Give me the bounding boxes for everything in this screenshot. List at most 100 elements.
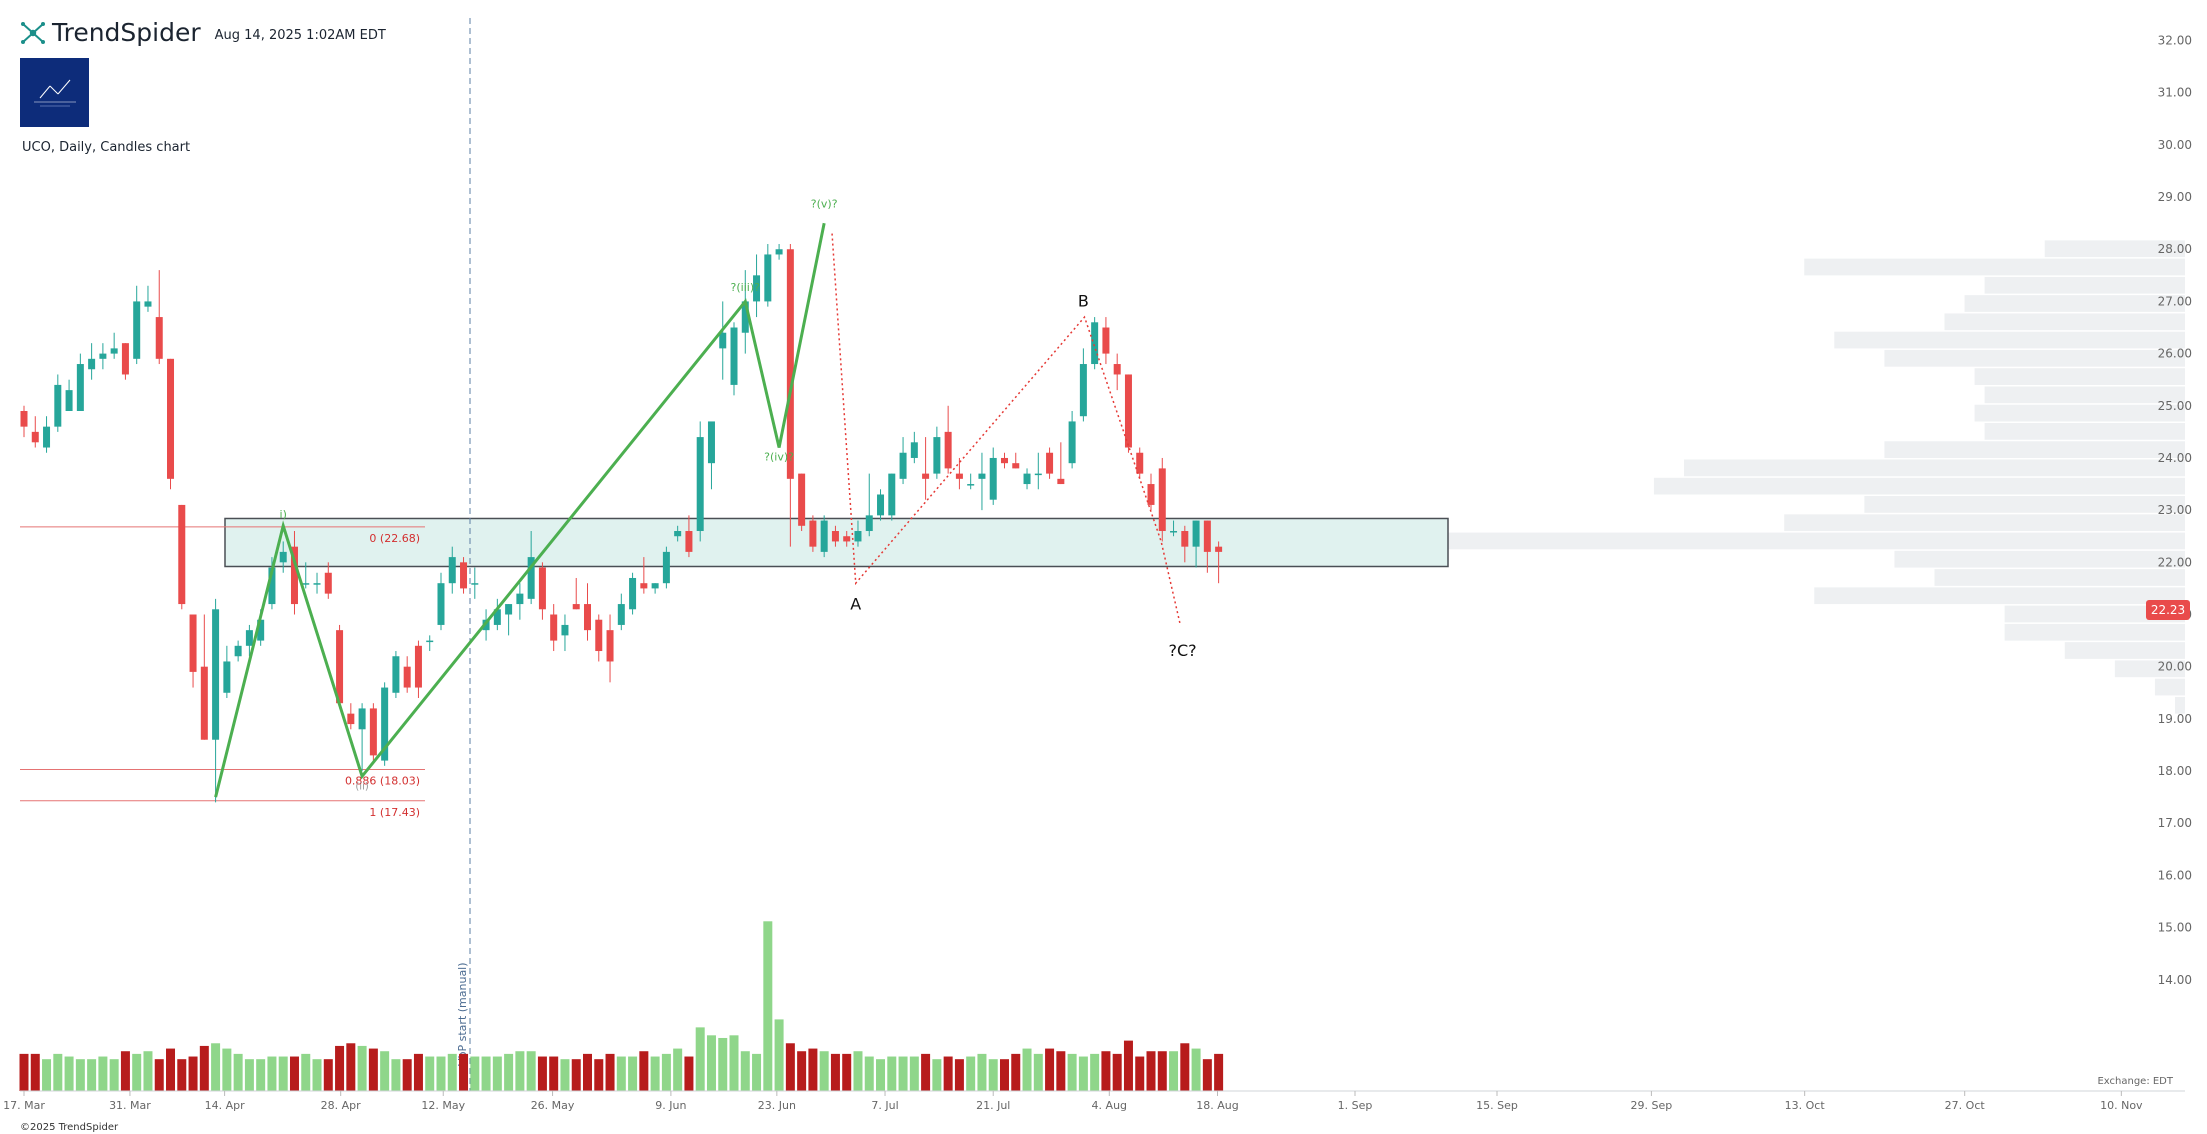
candle-body	[1203, 520, 1211, 552]
candle-body	[561, 624, 569, 636]
y-tick-label: 18.00	[2158, 764, 2192, 778]
volume-bar	[447, 1053, 457, 1091]
volume-profile-bar	[1814, 587, 2185, 605]
volume-profile-bar	[2174, 696, 2185, 714]
candle-body	[200, 666, 208, 740]
y-tick-label: 26.00	[2158, 347, 2192, 361]
volume-bar	[391, 1059, 401, 1091]
candle-body	[696, 437, 704, 532]
x-tick-label: 21. Jul	[976, 1099, 1010, 1112]
candle-body	[460, 562, 468, 589]
volume-bar	[673, 1048, 683, 1091]
volume-profile-bar	[1984, 276, 2185, 294]
candle-body	[189, 614, 197, 672]
candle-body	[606, 630, 614, 662]
y-tick-label: 17.00	[2158, 816, 2192, 830]
volume-bar	[368, 1048, 378, 1091]
x-tick-label: 18. Aug	[1196, 1099, 1238, 1112]
volume-bar	[53, 1053, 63, 1091]
candle-body	[674, 531, 682, 537]
volume-bar	[571, 1059, 581, 1091]
volume-bar	[481, 1056, 491, 1091]
x-tick-label: 27. Oct	[1945, 1099, 1986, 1112]
fib-level-label: 1 (17.43)	[369, 806, 420, 819]
candle-body	[493, 609, 501, 625]
candle-body	[302, 583, 310, 585]
candle-body	[764, 254, 772, 302]
candle-body	[99, 353, 107, 359]
x-tick-label: 23. Jun	[758, 1099, 796, 1112]
candle-body	[1124, 374, 1132, 448]
volume-bar	[1090, 1053, 1100, 1091]
volume-bar	[120, 1051, 130, 1091]
volume-bar	[166, 1048, 176, 1091]
candle-body	[640, 583, 648, 589]
volume-bar	[999, 1059, 1009, 1091]
volume-bar	[977, 1053, 987, 1091]
x-tick-label: 12. May	[421, 1099, 465, 1112]
candle-body	[877, 494, 885, 516]
chart-title: UCO, Daily, Candles chart	[22, 140, 191, 155]
volume-profile-bar	[1984, 422, 2185, 440]
candle-body	[775, 249, 783, 255]
volume-bar	[1101, 1051, 1111, 1091]
candle-body	[1046, 452, 1054, 474]
volume-profile-bar	[2064, 642, 2185, 659]
candle-body	[933, 437, 941, 474]
volume-bar	[143, 1051, 153, 1091]
candle-body	[505, 604, 513, 615]
volume-bar	[459, 1053, 469, 1091]
volume-bar	[346, 1043, 356, 1091]
candle-body	[336, 630, 344, 704]
volume-bar	[797, 1051, 807, 1091]
volume-bar	[628, 1056, 638, 1091]
volume-bar	[1202, 1059, 1212, 1091]
volume-bar	[864, 1056, 874, 1091]
candle-body	[854, 531, 862, 542]
y-tick-label: 23.00	[2158, 503, 2192, 517]
volume-bar	[684, 1056, 694, 1091]
x-tick-label: 13. Oct	[1785, 1099, 1826, 1112]
volume-bar	[853, 1051, 863, 1091]
y-tick-label: 30.00	[2158, 138, 2192, 152]
volume-bar	[109, 1059, 119, 1091]
volume-bar	[1011, 1053, 1021, 1091]
candle-body	[144, 301, 152, 307]
candle-body	[899, 452, 907, 479]
candle-body	[1215, 546, 1223, 552]
candle-body	[178, 504, 186, 605]
volume-bar	[42, 1059, 52, 1091]
volume-bar	[1146, 1051, 1156, 1091]
y-tick-label: 31.00	[2158, 86, 2192, 100]
candle-body	[1057, 478, 1065, 485]
volume-profile-bar	[1964, 295, 2185, 312]
volume-bar	[785, 1043, 795, 1091]
candle-body	[662, 551, 670, 584]
volume-bar	[921, 1053, 931, 1091]
header: TrendSpider Aug 14, 2025 1:02AM EDT	[20, 18, 386, 47]
volume-profile-bar	[2154, 678, 2185, 696]
candle-body	[629, 577, 637, 610]
volume-bar	[752, 1053, 762, 1091]
volume-bar	[278, 1056, 288, 1091]
candle-body	[527, 557, 535, 599]
candle-body	[707, 421, 715, 464]
volume-bar	[1022, 1048, 1032, 1091]
candles	[20, 244, 1223, 803]
candle-body	[1068, 421, 1076, 464]
volume-profile-bar	[1944, 313, 2185, 331]
candle-body	[967, 484, 975, 486]
candle-body	[651, 583, 659, 589]
volume-bar	[504, 1053, 514, 1091]
volume-bar	[898, 1056, 908, 1091]
volume-bar	[98, 1056, 108, 1091]
volume-bar	[222, 1048, 232, 1091]
candle-body	[167, 358, 175, 479]
wave-label: i)	[280, 508, 287, 521]
volume-profile-bar	[1974, 404, 2185, 422]
volume-profile	[1213, 240, 2185, 714]
candle-body	[955, 473, 963, 479]
volume-bar	[301, 1053, 311, 1091]
candle-body	[65, 390, 73, 411]
